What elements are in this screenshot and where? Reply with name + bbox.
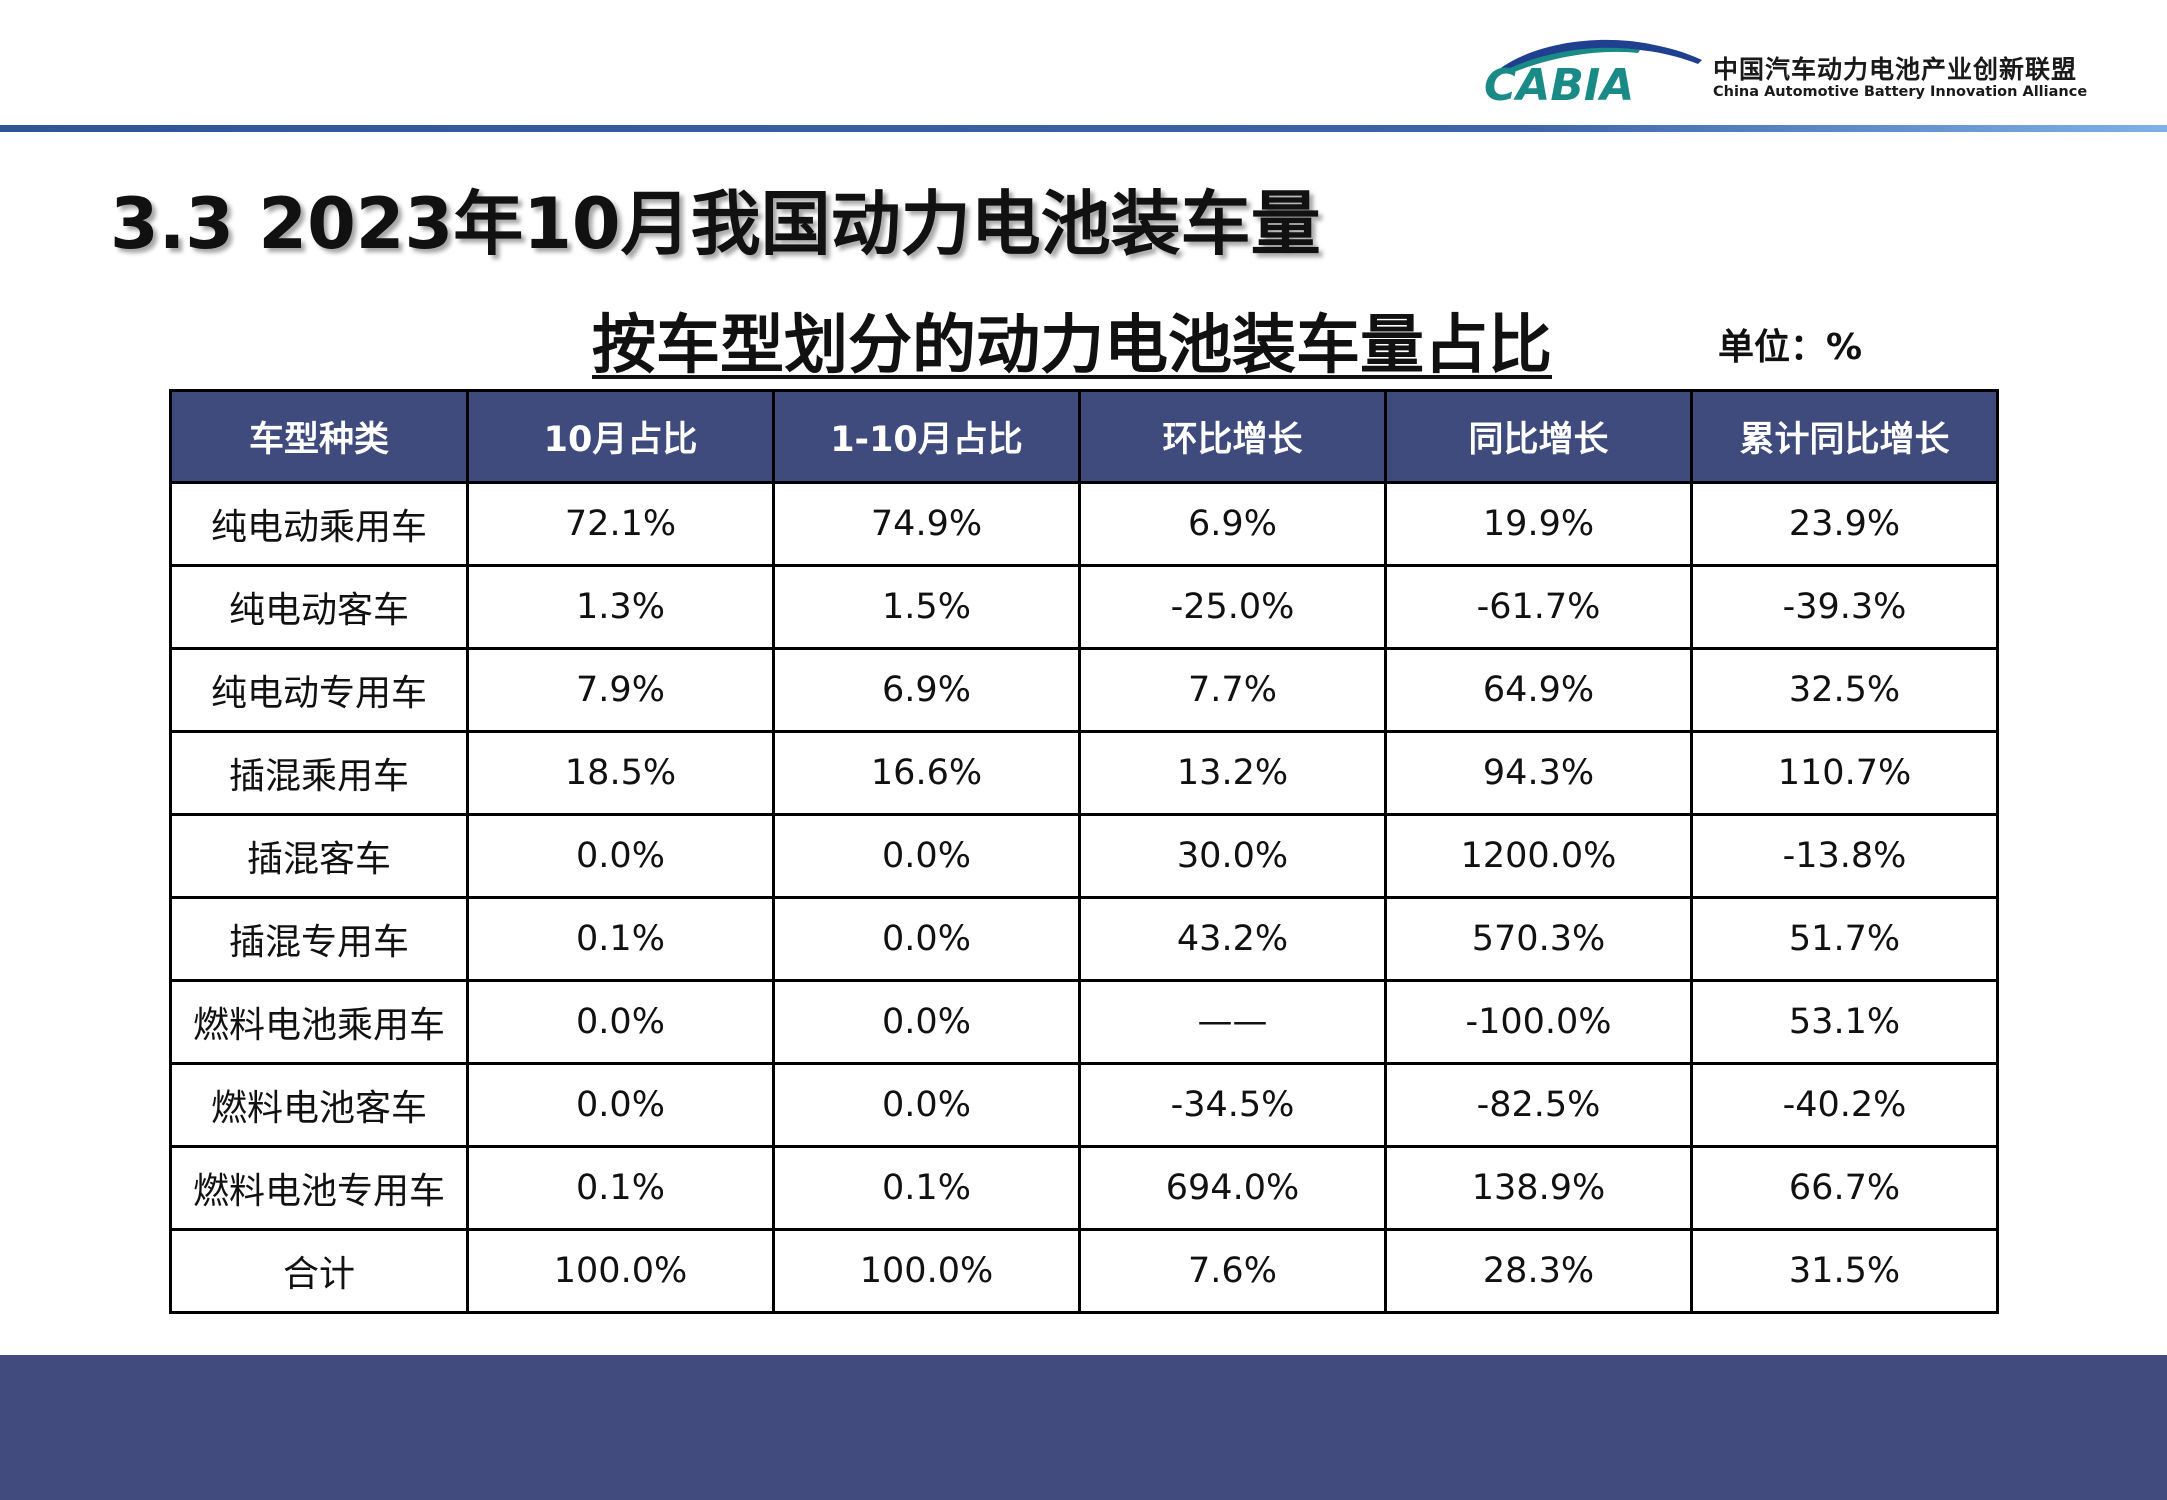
table-cell: 1200.0% bbox=[1384, 813, 1693, 899]
table-cell: 1.3% bbox=[466, 564, 775, 650]
table-row: 插混客车 0.0% 0.0% 30.0% 1200.0% -13.8% bbox=[169, 813, 1999, 899]
col-header: 环比增长 bbox=[1078, 389, 1387, 484]
vehicle-type-cell: 插混客车 bbox=[169, 813, 469, 899]
table-cell: 0.0% bbox=[466, 813, 775, 899]
table-total-row: 合计 100.0% 100.0% 7.6% 28.3% 31.5% bbox=[169, 1228, 1999, 1314]
table-cell: 64.9% bbox=[1384, 647, 1693, 733]
table-cell: 7.7% bbox=[1078, 647, 1387, 733]
table-cell: 0.1% bbox=[466, 896, 775, 982]
col-header: 累计同比增长 bbox=[1690, 389, 1999, 484]
vehicle-type-cell: 纯电动乘用车 bbox=[169, 481, 469, 567]
table-row: 纯电动乘用车 72.1% 74.9% 6.9% 19.9% 23.9% bbox=[169, 481, 1999, 567]
table-cell: 7.9% bbox=[466, 647, 775, 733]
table-row: 燃料电池专用车 0.1% 0.1% 694.0% 138.9% 66.7% bbox=[169, 1145, 1999, 1231]
table-cell: 30.0% bbox=[1078, 813, 1387, 899]
footer-band bbox=[0, 1355, 2167, 1500]
cabia-car-emblem: CABIA bbox=[1484, 39, 1702, 110]
vehicle-type-cell: 纯电动客车 bbox=[169, 564, 469, 650]
table-cell: 1.5% bbox=[772, 564, 1081, 650]
table-cell: 31.5% bbox=[1690, 1228, 1999, 1314]
page-title: 3.3 2023年10月我国动力电池装车量 bbox=[110, 183, 1321, 265]
table-cell: 0.0% bbox=[772, 979, 1081, 1065]
vehicle-type-cell: 燃料电池客车 bbox=[169, 1062, 469, 1148]
table-cell: 43.2% bbox=[1078, 896, 1387, 982]
table-cell: 32.5% bbox=[1690, 647, 1999, 733]
table-cell: 53.1% bbox=[1690, 979, 1999, 1065]
table-row: 纯电动专用车 7.9% 6.9% 7.7% 64.9% 32.5% bbox=[169, 647, 1999, 733]
table-row: 纯电动客车 1.3% 1.5% -25.0% -61.7% -39.3% bbox=[169, 564, 1999, 650]
table-row: 插混乘用车 18.5% 16.6% 13.2% 94.3% 110.7% bbox=[169, 730, 1999, 816]
vehicle-type-cell: 合计 bbox=[169, 1228, 469, 1314]
logo-org-cn: 中国汽车动力电池产业创新联盟 bbox=[1713, 55, 2078, 84]
table-cell: -34.5% bbox=[1078, 1062, 1387, 1148]
table-cell: 110.7% bbox=[1690, 730, 1999, 816]
table-cell: 138.9% bbox=[1384, 1145, 1693, 1231]
cabia-logo: CABIA 中国汽车动力电池产业创新联盟 China Automotive Ba… bbox=[1480, 30, 2100, 110]
table-cell: —— bbox=[1078, 979, 1387, 1065]
table-cell: 19.9% bbox=[1384, 481, 1693, 567]
table-cell: 94.3% bbox=[1384, 730, 1693, 816]
table-cell: 0.0% bbox=[772, 896, 1081, 982]
table-cell: -61.7% bbox=[1384, 564, 1693, 650]
table-cell: 0.0% bbox=[466, 1062, 775, 1148]
table-cell: 0.1% bbox=[772, 1145, 1081, 1231]
table-cell: 51.7% bbox=[1690, 896, 1999, 982]
table-cell: -82.5% bbox=[1384, 1062, 1693, 1148]
table-cell: 570.3% bbox=[1384, 896, 1693, 982]
table-row: 燃料电池客车 0.0% 0.0% -34.5% -82.5% -40.2% bbox=[169, 1062, 1999, 1148]
table-cell: 0.0% bbox=[772, 1062, 1081, 1148]
table-row: 插混专用车 0.1% 0.0% 43.2% 570.3% 51.7% bbox=[169, 896, 1999, 982]
table-cell: 74.9% bbox=[772, 481, 1081, 567]
table-cell: 100.0% bbox=[466, 1228, 775, 1314]
table-row: 燃料电池乘用车 0.0% 0.0% —— -100.0% 53.1% bbox=[169, 979, 1999, 1065]
col-header: 10月占比 bbox=[466, 389, 775, 484]
table-cell: 100.0% bbox=[772, 1228, 1081, 1314]
table-cell: 13.2% bbox=[1078, 730, 1387, 816]
table-cell: 16.6% bbox=[772, 730, 1081, 816]
table-cell: 28.3% bbox=[1384, 1228, 1693, 1314]
table-cell: -25.0% bbox=[1078, 564, 1387, 650]
share-table: 车型种类 10月占比 1-10月占比 环比增长 同比增长 累计同比增长 纯电动乘… bbox=[169, 389, 1999, 1314]
vehicle-type-cell: 纯电动专用车 bbox=[169, 647, 469, 733]
logo-abbr: CABIA bbox=[1484, 60, 1634, 110]
vehicle-type-cell: 燃料电池专用车 bbox=[169, 1145, 469, 1231]
table-cell: -39.3% bbox=[1690, 564, 1999, 650]
table-cell: 0.0% bbox=[772, 813, 1081, 899]
table-cell: 0.0% bbox=[466, 979, 775, 1065]
logo-org-en: China Automotive Battery Innovation Alli… bbox=[1713, 84, 2088, 100]
table-cell: 694.0% bbox=[1078, 1145, 1387, 1231]
table-cell: -100.0% bbox=[1384, 979, 1693, 1065]
table-header-row: 车型种类 10月占比 1-10月占比 环比增长 同比增长 累计同比增长 bbox=[169, 389, 1999, 484]
col-header: 1-10月占比 bbox=[772, 389, 1081, 484]
col-header: 车型种类 bbox=[169, 389, 469, 484]
header-divider bbox=[0, 125, 2167, 132]
table-cell: 18.5% bbox=[466, 730, 775, 816]
table-cell: 6.9% bbox=[1078, 481, 1387, 567]
vehicle-type-cell: 燃料电池乘用车 bbox=[169, 979, 469, 1065]
table-cell: -13.8% bbox=[1690, 813, 1999, 899]
table-cell: 72.1% bbox=[466, 481, 775, 567]
table-cell: 6.9% bbox=[772, 647, 1081, 733]
vehicle-type-cell: 插混乘用车 bbox=[169, 730, 469, 816]
table-cell: 7.6% bbox=[1078, 1228, 1387, 1314]
table-cell: 0.1% bbox=[466, 1145, 775, 1231]
vehicle-type-cell: 插混专用车 bbox=[169, 896, 469, 982]
col-header: 同比增长 bbox=[1384, 389, 1693, 484]
table-title: 按车型划分的动力电池装车量占比 bbox=[592, 309, 1552, 383]
table-cell: -40.2% bbox=[1690, 1062, 1999, 1148]
table-cell: 23.9% bbox=[1690, 481, 1999, 567]
unit-label: 单位：% bbox=[1718, 327, 1863, 368]
table-cell: 66.7% bbox=[1690, 1145, 1999, 1231]
